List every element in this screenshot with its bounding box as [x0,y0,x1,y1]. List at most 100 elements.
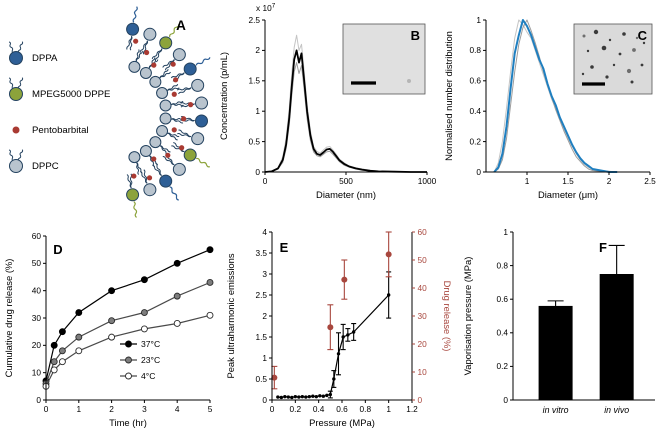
lipid-tail-icon [17,149,24,162]
y-axis-title: Cumulative drug release (%) [3,259,14,378]
x-tick-label: 0 [270,404,275,414]
y-tick-label: 0 [503,395,508,405]
y-tick-label: 0 [476,167,481,177]
inset-droplet [581,72,585,76]
outer-lipid-tail [126,36,133,50]
category-label: in vitro [543,405,569,415]
outer-lipid-tail [176,87,192,91]
outer-lipid-tail [178,129,192,137]
right-y-tick-label: 10 [418,367,428,377]
emissions-marker [300,394,305,399]
inset-droplet [632,48,636,52]
inner-lipid-tail [149,155,155,168]
outer-lipid-tail [126,174,132,189]
outer-lipid-head [143,27,157,41]
y-tick-label: 0.5 [255,374,267,384]
drug-dot-icon [12,126,20,134]
peg-chain [169,23,180,38]
inner-lipid-head [149,136,162,149]
inset-droplet [608,38,612,42]
inner-lipid-head [139,66,152,79]
marker-23°C [206,279,214,286]
inset-droplet [590,65,594,69]
outer-lipid-head [191,132,205,146]
marker-37°C [206,246,214,254]
y-tick-label: 0.8 [469,45,481,55]
y-tick-label: 30 [32,313,42,323]
emissions-marker [346,333,350,337]
lipid-tail-icon [17,77,24,90]
emissions-marker [321,394,326,398]
marker-37°C [173,259,181,267]
pentobarbital-dot [171,127,177,133]
inner-lipid-head [139,145,152,158]
x-tick-label: 2 [109,404,114,414]
outer-lipid-head [126,188,140,202]
emissions-marker [276,395,280,399]
inner-lipid-tail [171,118,184,124]
pentobarbital-dot [146,175,153,181]
inner-lipid-head [156,125,169,138]
outer-lipid-head [195,96,209,110]
left-y-axis-title: Peak ultraharmonic emissions [225,253,236,378]
pentobarbital-dot [165,152,171,158]
marker-23°C [50,358,58,366]
inner-lipid-head [159,112,172,125]
marker-37°C [50,341,58,349]
panel-e-ultraharmonic-chart: 0 0.2 0.4 0.6 0.8 1 1.2 0 0.5 1 1.5 2 2.5 3 3.5 4 0 10 20 3… [220,220,455,447]
emissions-marker [341,335,345,339]
y-tick-label: 0.2 [496,361,508,371]
series-peak-ultraharmonic-emissions [277,294,390,399]
marker-4°C [58,358,66,366]
panel-f-vaporisation-chart: in vitro in vivo 0 0.2 0.4 0.6 0.8 1 Vaporisatio… [455,220,664,447]
x-tick-label: 1.2 [406,404,418,414]
x-tick-label: 5 [208,404,213,414]
emissions-marker [290,395,294,400]
outer-lipid-tail [142,40,149,55]
y-tick-label: 0 [262,395,267,405]
right-y-tick-label: 40 [418,283,428,293]
pentobarbital-dot [131,173,137,179]
panel-letter-e: E [280,240,289,255]
outer-lipid-head [159,36,173,50]
marker-37°C [108,287,116,295]
pentobarbital-dot [133,38,139,44]
legend-label: 23°C [141,355,160,365]
y-axis-title: Normalised number distribution [443,31,454,161]
emissions-marker [314,394,319,399]
inner-lipid-head [128,151,141,164]
inset-droplet [640,63,644,67]
inner-lipid-tail [171,103,184,107]
emissions-marker [336,352,341,356]
marker-23°C [140,309,148,316]
emissions-marker [304,395,308,399]
panel-c-svg: 1 1.5 2 2.5 0 0.2 0.4 0.6 0.8 1 Normalised number … [443,15,656,200]
inner-lipid-head [149,75,162,88]
x-axis-title: Diameter (nm) [316,189,376,200]
panel-a-svg: DPPA MPEG5000 DPPE Pentobarbital DPPC A [8,6,211,218]
peg-chain [132,6,138,23]
inner-lipid-tail [135,49,140,62]
outer-lipid-tail [154,48,163,62]
marker-23°C [75,333,83,341]
y-tick-label: 50 [32,258,42,268]
y-tick-label: 3 [262,269,267,279]
inset-droplet [593,29,599,35]
marker-23°C [58,347,66,355]
x-tick-label: 1 [386,404,391,414]
inset-droplet [586,49,590,53]
outer-lipid-tail [171,145,185,152]
emissions-marker [332,377,336,381]
marker-4°C [206,311,214,319]
right-y-tick-label: 50 [418,255,428,265]
right-y-tick-label: 30 [418,311,428,321]
emissions-marker [283,394,287,399]
lipid-icon [9,51,23,65]
legend-label: DPPC [32,161,59,172]
x-tick-label: 0.2 [290,404,302,414]
marker-4°C [140,325,148,333]
x-axis-title: Diameter (μm) [538,189,598,200]
inner-lipid-tail [159,69,169,79]
marker-4°C [108,333,116,341]
drug-release-marker [327,324,334,331]
